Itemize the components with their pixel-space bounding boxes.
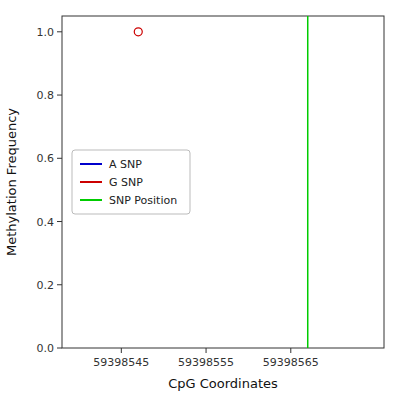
x-tick <box>290 348 291 353</box>
y-tick-label: 0.4 <box>37 216 55 229</box>
x-tick <box>121 348 122 353</box>
y-tick <box>57 158 62 159</box>
legend-label: G SNP <box>109 176 143 189</box>
snp-position-line <box>307 16 309 348</box>
y-tick-label: 0.6 <box>37 152 55 165</box>
legend-swatch <box>80 181 102 183</box>
y-tick <box>57 221 62 222</box>
y-tick-label: 0.0 <box>37 342 55 355</box>
legend-label: A SNP <box>109 158 142 171</box>
y-tick <box>57 348 62 349</box>
legend-swatch <box>80 163 102 165</box>
y-tick <box>57 31 62 32</box>
y-tick-label: 0.2 <box>37 279 55 292</box>
y-tick <box>57 95 62 96</box>
x-axis-label: CpG Coordinates <box>168 376 278 391</box>
plot-frame <box>62 16 384 348</box>
x-tick <box>206 348 207 353</box>
y-tick <box>57 284 62 285</box>
legend-label: SNP Position <box>109 194 177 207</box>
chart: 59398545 59398555 59398565 0.0 0.2 0.4 0.6 0.8 1… <box>0 0 400 400</box>
y-axis-label: Methylation Frequency <box>4 108 19 256</box>
y-tick-label: 1.0 <box>37 26 55 39</box>
x-tick-label: 59398555 <box>178 356 234 369</box>
x-tick-label: 59398545 <box>93 356 149 369</box>
legend-box <box>72 150 190 214</box>
legend: A SNP G SNP SNP Position <box>72 150 190 214</box>
y-tick-label: 0.8 <box>37 89 55 102</box>
x-tick-label: 59398565 <box>263 356 319 369</box>
legend-swatch <box>80 199 102 201</box>
point <box>134 28 142 36</box>
